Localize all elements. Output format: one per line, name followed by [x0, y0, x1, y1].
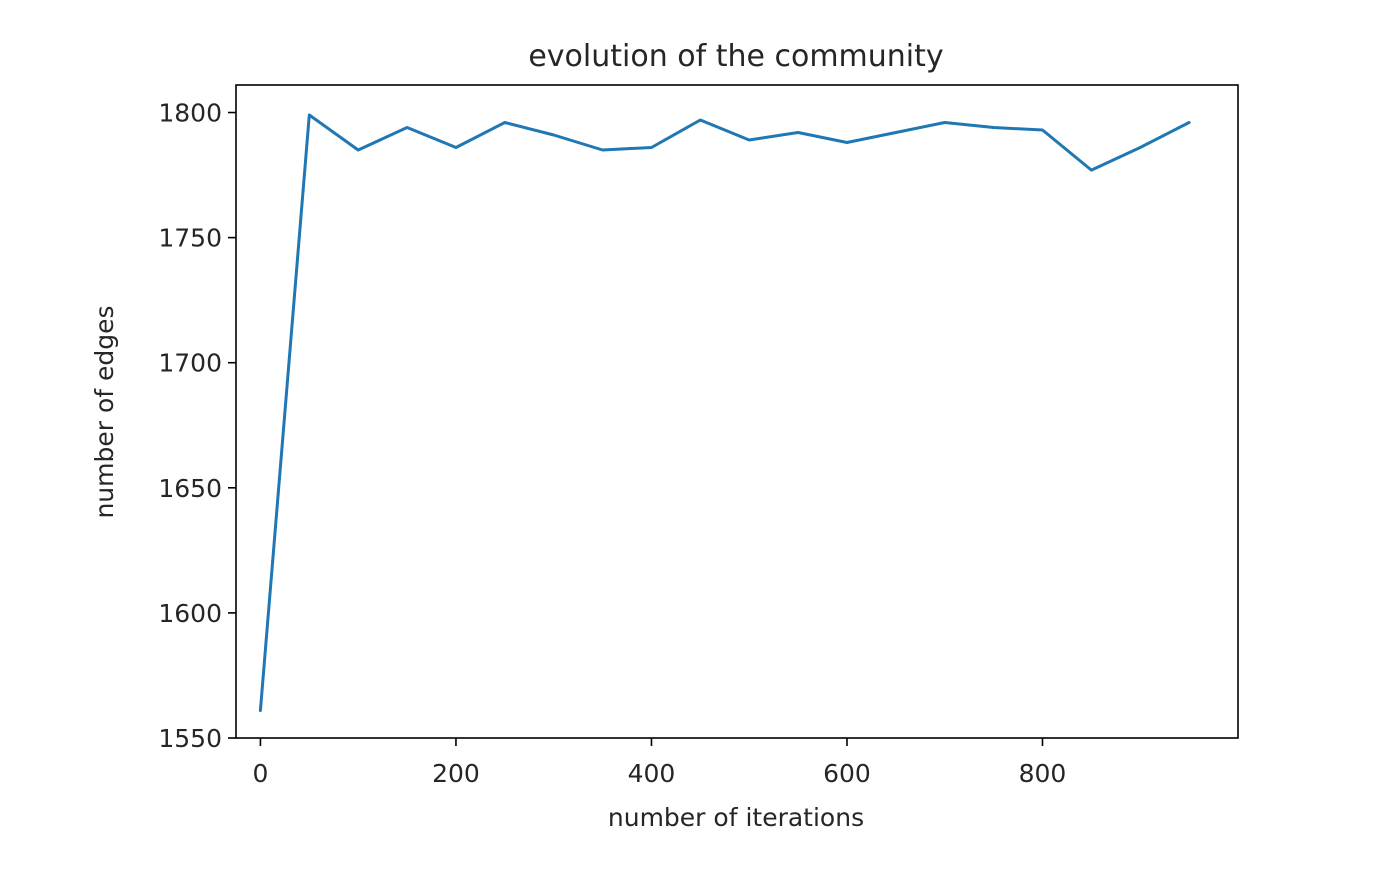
- data-point: [354, 146, 362, 154]
- series-line-0: [258, 113, 1191, 712]
- data-point: [452, 144, 460, 152]
- data-point: [305, 111, 313, 119]
- y-axis-ticks: 1550 1600 1650 1700 1750 1800: [158, 99, 236, 753]
- y-tick-label: 1650: [158, 474, 222, 503]
- x-tick-label: 800: [1019, 759, 1067, 788]
- chart-title: evolution of the community: [528, 39, 943, 74]
- x-tick-label: 0: [252, 759, 268, 788]
- data-point: [256, 707, 264, 715]
- data-point: [1136, 144, 1144, 152]
- y-tick-label: 1550: [158, 724, 222, 753]
- data-point: [501, 119, 509, 127]
- x-axis-title: number of iterations: [608, 803, 864, 832]
- data-point: [1087, 166, 1095, 174]
- data-point: [1185, 119, 1193, 127]
- data-point: [990, 124, 998, 132]
- data-point: [648, 144, 656, 152]
- data-point: [941, 119, 949, 127]
- x-axis-ticks: 0 200 400 600 800: [252, 738, 1066, 788]
- data-point: [1039, 126, 1047, 134]
- data-point: [403, 124, 411, 132]
- data-point: [794, 129, 802, 137]
- y-tick-label: 1600: [158, 599, 222, 628]
- data-point: [843, 139, 851, 147]
- data-point: [745, 136, 753, 144]
- x-tick-label: 400: [628, 759, 676, 788]
- y-tick-label: 1700: [158, 349, 222, 378]
- data-point: [599, 146, 607, 154]
- axes-frame: [235, 84, 1239, 739]
- y-axis-title: number of edges: [90, 305, 119, 518]
- data-point: [892, 129, 900, 137]
- series-layer: [256, 111, 1193, 715]
- y-tick-label: 1750: [158, 224, 222, 253]
- x-tick-label: 200: [432, 759, 480, 788]
- x-tick-label: 600: [823, 759, 871, 788]
- y-tick-label: 1800: [158, 99, 222, 128]
- data-point: [550, 131, 558, 139]
- data-point: [696, 116, 704, 124]
